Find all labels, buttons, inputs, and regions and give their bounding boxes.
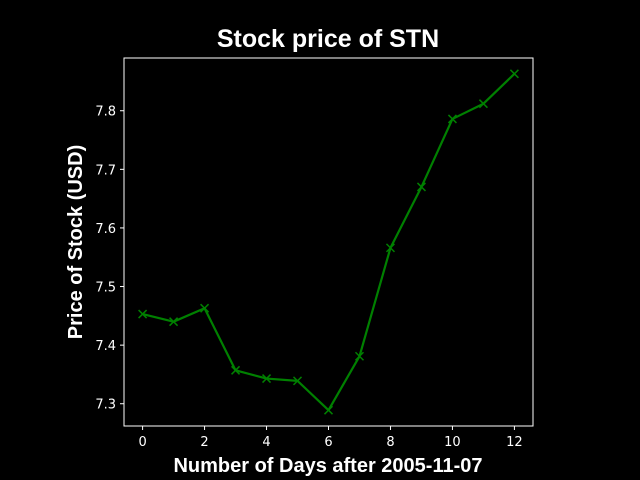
data-point [323,405,334,415]
x-tick-label: 4 [262,435,270,450]
data-point [231,365,241,375]
y-tick-label: 7.7 [95,163,116,178]
y-tick-label: 7.8 [95,105,116,120]
x-axis-label: Number of Days after 2005-11-07 [173,455,482,477]
data-point [261,374,272,384]
y-axis: 7.3 7.4 7.5 7.6 7.7 7.8 [95,105,124,413]
y-axis-label: Price of Stock (USD) [65,145,87,339]
data-point [509,69,519,79]
data-point [138,309,148,319]
x-tick-label: 8 [386,435,394,450]
data-point [478,99,488,109]
y-tick-label: 7.6 [95,222,116,237]
series-line [142,73,516,412]
data-point [200,303,210,313]
y-tick-label: 7.5 [95,281,116,296]
data-point [385,243,396,253]
data-point [292,376,303,386]
series-markers [138,69,519,415]
x-tick-label: 2 [200,435,208,450]
y-tick-label: 7.4 [95,339,116,354]
x-tick-label: 6 [324,435,332,450]
data-point [447,114,457,124]
chart-title: Stock price of STN [217,25,439,53]
y-tick-label: 7.3 [95,398,116,413]
x-axis: 0 2 4 6 8 10 12 [138,426,523,450]
plot-frame [123,57,534,427]
x-tick-label: 12 [506,435,523,450]
data-point [354,351,365,361]
x-tick-label: 0 [138,435,146,450]
data-point [416,182,426,192]
x-tick-label: 10 [444,435,461,450]
data-point [169,317,179,327]
